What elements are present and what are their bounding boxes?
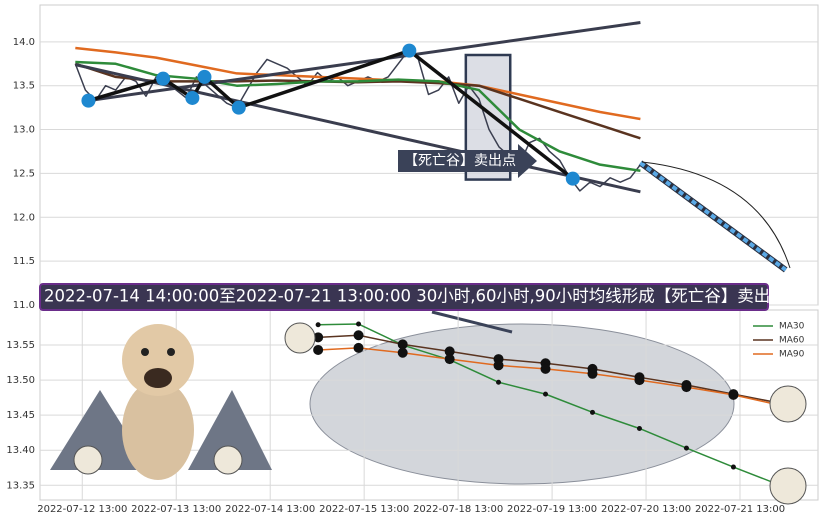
y-tick-label: 13.40	[6, 445, 35, 456]
skull	[769, 467, 807, 505]
marker	[444, 354, 455, 365]
marker	[681, 382, 692, 393]
mountain	[188, 390, 272, 470]
forecast-arc	[641, 161, 791, 269]
x-tick-label: 2022-07-19 13:00	[507, 504, 597, 515]
marker	[315, 322, 321, 328]
y-tick-label: 13.35	[6, 480, 35, 491]
skull	[73, 445, 103, 475]
marker	[156, 71, 171, 86]
mountain	[50, 390, 150, 470]
illustration	[50, 322, 807, 505]
dog-body	[122, 380, 194, 480]
skull	[769, 385, 807, 423]
x-tick-label: 2022-07-21 13:00	[695, 504, 785, 515]
marker	[353, 330, 364, 341]
legend-label: MA60	[779, 336, 805, 346]
legend-label: MA90	[779, 350, 805, 360]
dog-eye	[167, 348, 175, 356]
marker	[197, 69, 212, 84]
marker	[730, 464, 736, 470]
marker	[397, 347, 408, 358]
marker	[231, 100, 246, 115]
marker	[496, 379, 502, 385]
marker	[402, 43, 417, 58]
dog-head	[122, 324, 194, 396]
y-tick-label: 12.5	[13, 168, 35, 179]
marker	[493, 360, 504, 371]
marker	[565, 171, 580, 186]
pointer-arrow	[431, 310, 513, 334]
banner-text: 2022-07-14 14:00:00至2022-07-21 13:00:00 …	[44, 287, 787, 306]
marker	[589, 409, 595, 415]
x-tick-label: 2022-07-20 13:00	[601, 504, 691, 515]
series-line	[74, 63, 641, 194]
marker	[81, 93, 96, 108]
skull	[284, 322, 316, 354]
y-tick-label: 14.0	[13, 37, 35, 48]
y-tick-label: 13.5	[13, 81, 35, 92]
arrow-shape	[398, 144, 537, 178]
marker	[728, 389, 739, 400]
top-plot: 11.0 11.5 12.0 12.5 13.0 13.5 14.0	[13, 21, 818, 311]
marker	[587, 368, 598, 379]
x-tick-label: 2022-07-14 13:00	[225, 504, 315, 515]
annotation: 【死亡谷】卖出点	[404, 153, 516, 169]
marker	[636, 425, 642, 431]
legend-label: MA30	[779, 322, 805, 332]
dog-mouth	[144, 368, 172, 388]
highlight-ellipse	[309, 323, 735, 485]
marker	[540, 363, 551, 374]
y-tick-label: 13.0	[13, 125, 35, 136]
y-tick-label: 11.5	[13, 256, 35, 267]
y-tick-label: 13.55	[6, 340, 35, 351]
marker	[356, 321, 362, 327]
marker	[634, 375, 645, 386]
marker	[397, 339, 408, 350]
marker	[313, 332, 324, 343]
x-tick-label: 2022-07-13 13:00	[131, 504, 221, 515]
x-tick-label: 2022-07-18 13:00	[413, 504, 503, 515]
dog-eye	[141, 348, 149, 356]
y-tick-label: 11.0	[13, 300, 35, 311]
marker	[313, 344, 324, 355]
marker	[543, 391, 549, 397]
bottom-plot: 13.35 13.40 13.45 13.50 13.55 2022-07-12 13:0…	[6, 310, 818, 515]
skull	[213, 445, 243, 475]
marker	[353, 342, 364, 353]
y-tick-label: 13.50	[6, 375, 35, 386]
y-tick-label: 12.0	[13, 212, 35, 223]
x-tick-label: 2022-07-12 13:00	[37, 504, 127, 515]
series-line	[639, 161, 787, 272]
y-tick-label: 13.45	[6, 410, 35, 421]
marker	[444, 346, 455, 357]
marker	[683, 445, 689, 451]
banner	[39, 283, 769, 311]
arrow-label: 【死亡谷】卖出点	[398, 144, 537, 178]
series-line	[75, 46, 641, 121]
x-tick-label: 2022-07-15 13:00	[319, 504, 409, 515]
marker	[185, 90, 200, 105]
